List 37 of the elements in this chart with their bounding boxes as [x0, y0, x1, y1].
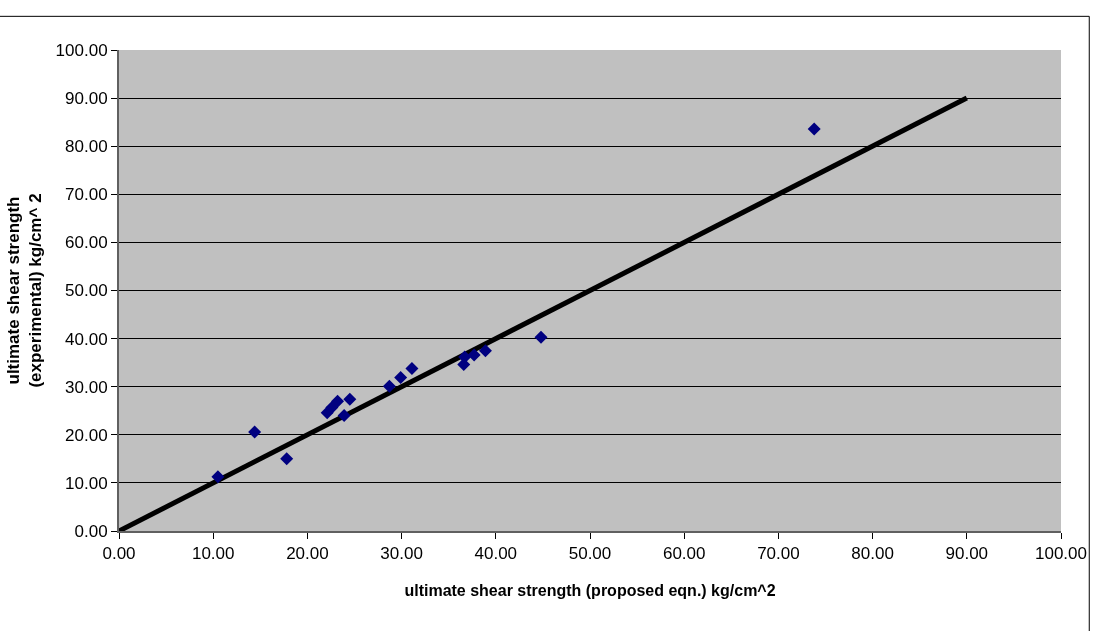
y-tick-label: 20.00 — [65, 425, 108, 445]
point — [467, 348, 481, 362]
y-tick-label: 0.00 — [74, 521, 108, 541]
y-tick-label: 10.00 — [65, 473, 108, 493]
y-tick-label: 40.00 — [65, 329, 108, 349]
y-tick-label: 90.00 — [65, 89, 108, 109]
point — [405, 361, 419, 375]
x-tick-label: 100.00 — [1035, 544, 1087, 564]
y-tick-label: 30.00 — [65, 377, 108, 397]
point — [394, 371, 408, 385]
point — [331, 394, 345, 408]
y-tick-label: 70.00 — [65, 185, 108, 205]
x-tick-label: 40.00 — [474, 544, 518, 564]
point — [478, 344, 492, 358]
y-tick-label: 80.00 — [65, 137, 108, 157]
x-tick-label: 0.00 — [102, 544, 136, 564]
point — [807, 122, 821, 136]
x-tick-label: 60.00 — [662, 544, 706, 564]
x-tick-label: 10.00 — [191, 544, 235, 564]
x-tick-label: 90.00 — [945, 544, 989, 564]
point — [382, 379, 396, 393]
point — [280, 452, 294, 466]
point — [343, 392, 357, 406]
x-axis-title: ultimate shear strength (proposed eqn.) kg/cm^2 — [404, 581, 776, 599]
y-axis-title: ultimate shear strength (experimental) kg/cm^ 2 — [3, 193, 45, 388]
point — [248, 425, 262, 439]
x-tick-label: 70.00 — [757, 544, 800, 564]
x-tick-label: 80.00 — [851, 544, 894, 564]
y-tick-label: 50.00 — [65, 281, 108, 301]
x-tick-label: 50.00 — [568, 544, 612, 564]
point — [211, 470, 225, 484]
y-tick-label: 60.00 — [65, 233, 108, 253]
point — [534, 330, 548, 344]
y-tick-label: 100.00 — [55, 40, 108, 60]
point — [337, 409, 351, 423]
x-tick-label: 20.00 — [286, 544, 329, 564]
x-tick-label: 30.00 — [380, 544, 423, 564]
